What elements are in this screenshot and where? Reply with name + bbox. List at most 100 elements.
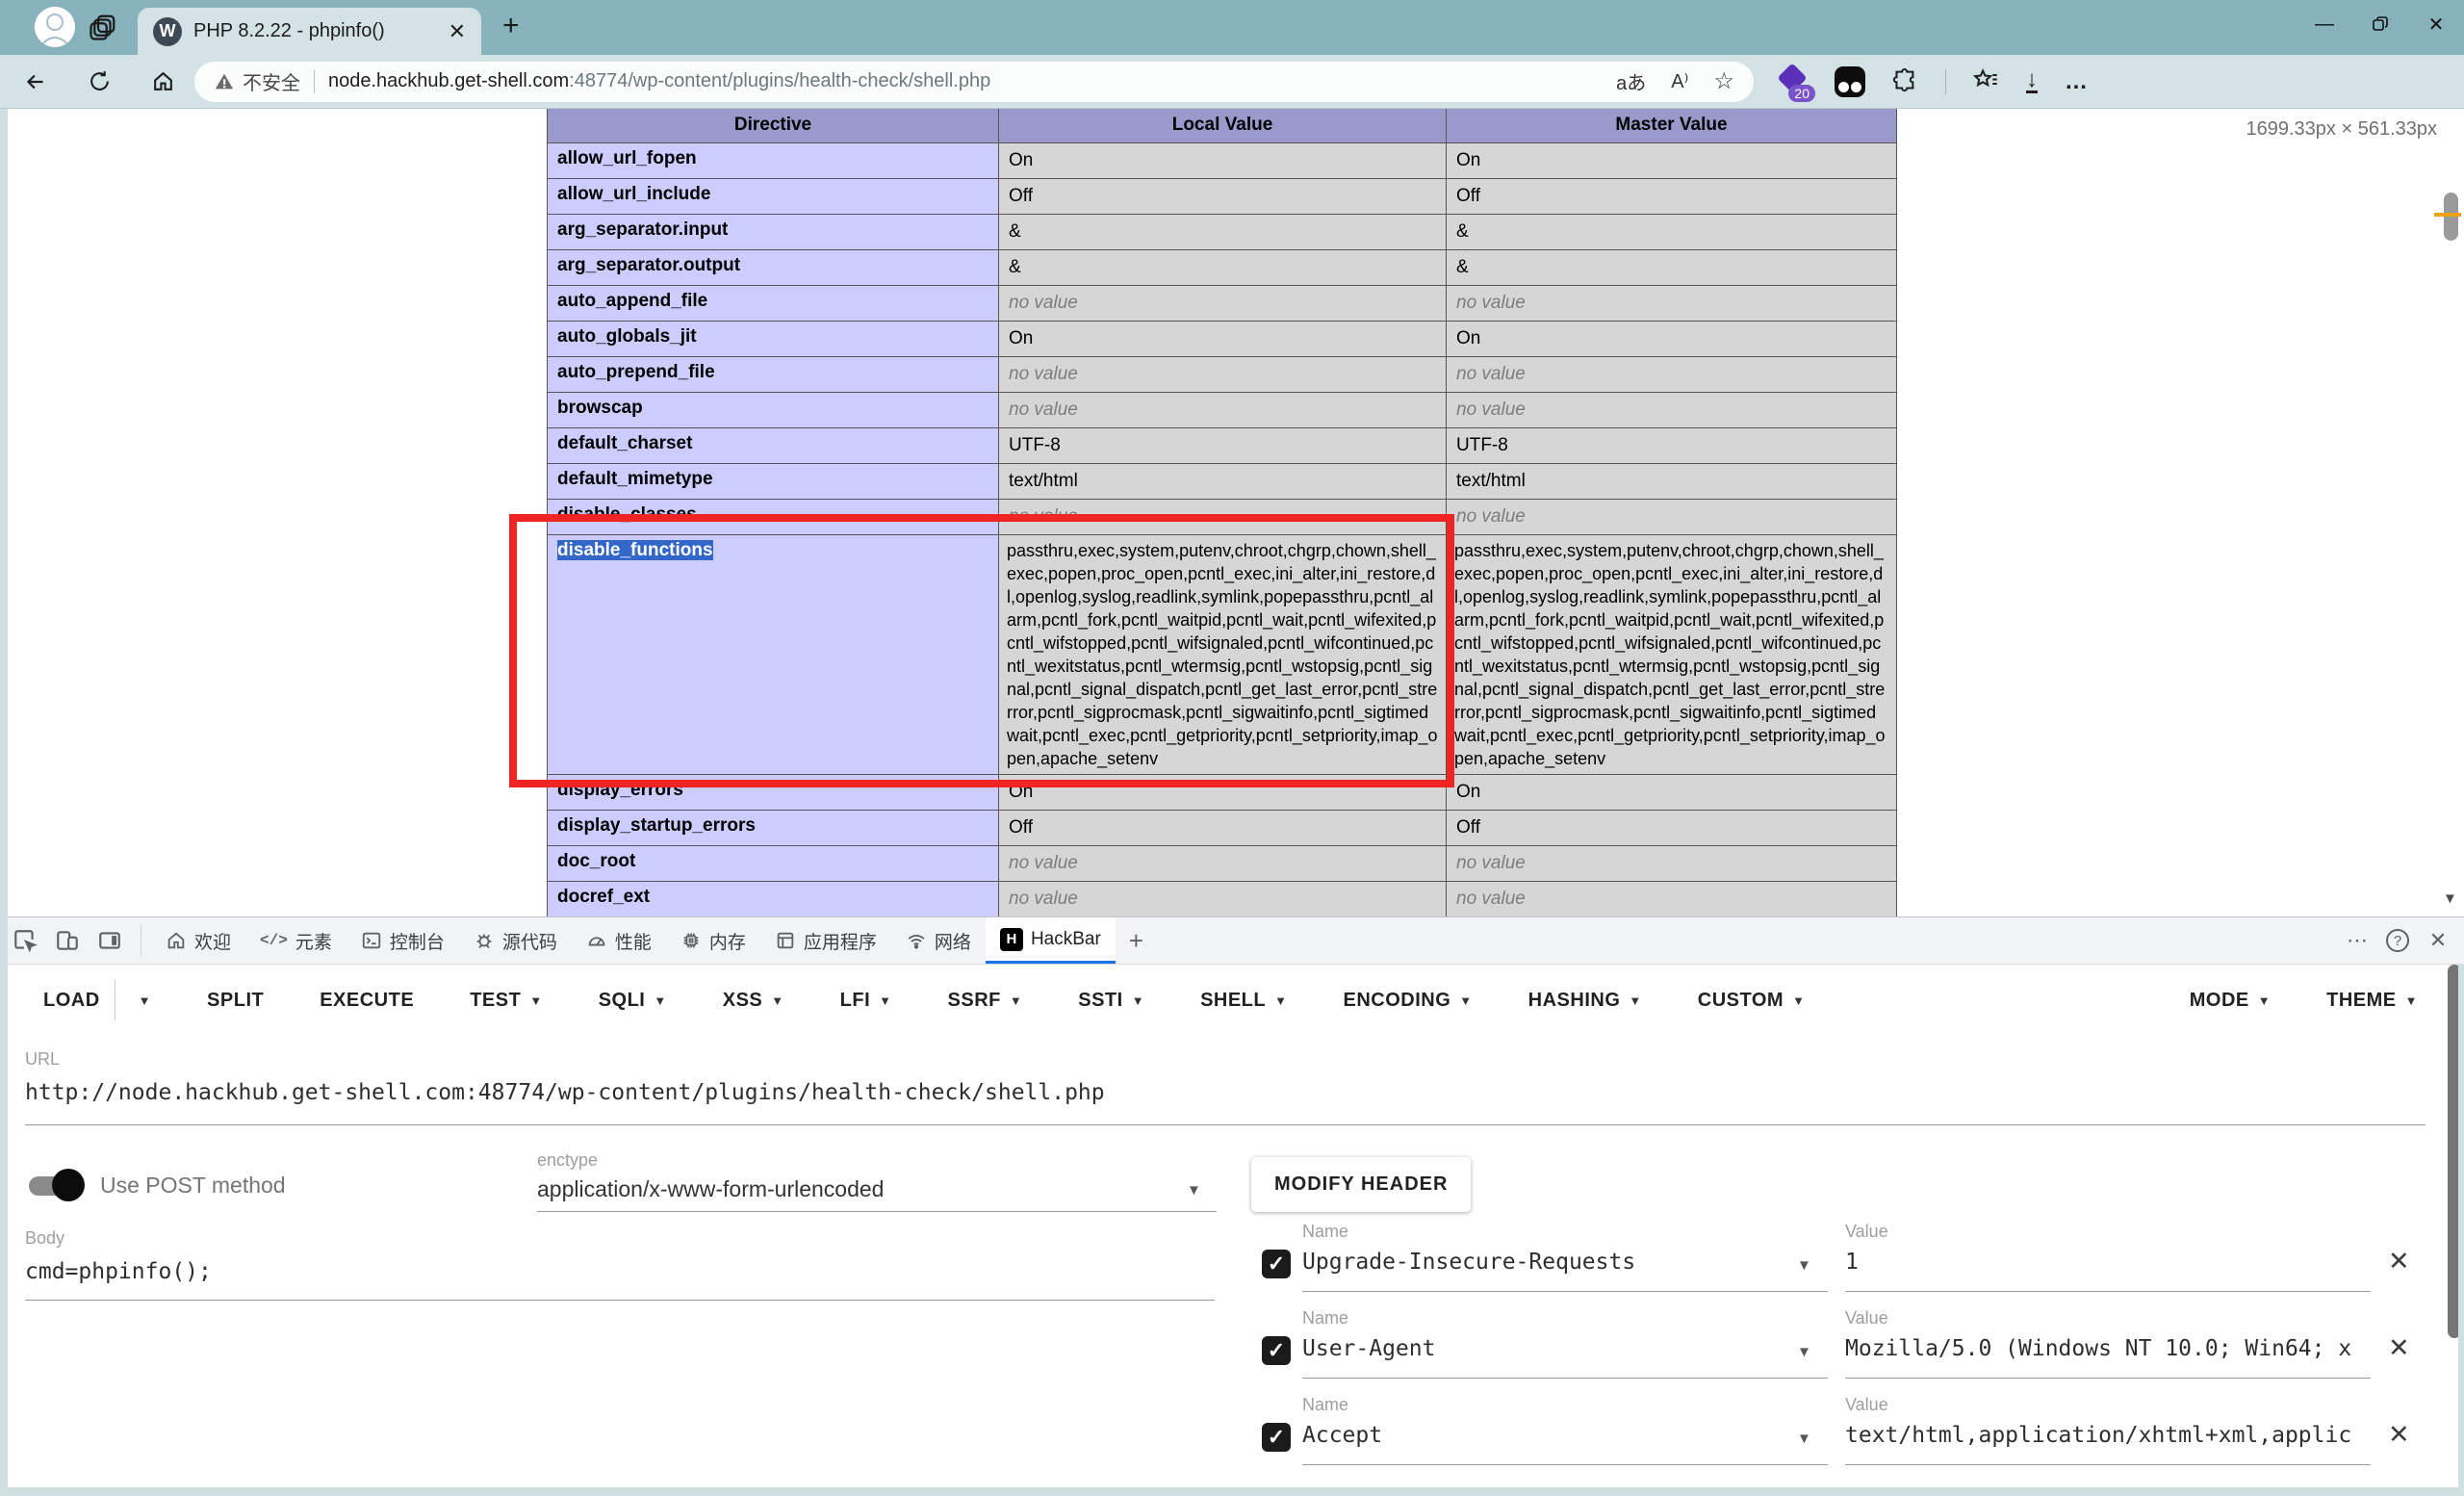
device-toolbar-icon[interactable] [46,917,89,964]
header-remove-icon[interactable]: ✕ [2388,1333,2410,1362]
more-tabs-button[interactable]: + [1128,925,1143,955]
new-tab-button[interactable]: + [502,10,520,41]
hackbar-menu-ssrf[interactable]: SSRF ▼ [948,990,1023,1012]
favorite-star-icon[interactable]: ☆ [1713,68,1734,94]
page-scrollbar-thumb[interactable] [2444,193,2458,241]
hackbar-menu-execute[interactable]: EXECUTE [320,990,414,1012]
window-minimize-button[interactable]: — [2315,13,2334,35]
devtools-tab-label: 控制台 [389,932,445,953]
devtools-tab-memory[interactable]: 内存 [666,917,760,964]
header-enabled-checkbox[interactable]: ✓ [1262,1423,1291,1452]
hackbar-menu-ssti[interactable]: SSTI ▼ [1078,990,1144,1012]
header-name-caret-icon[interactable]: ▼ [1797,1431,1811,1447]
dark-extension-icon[interactable] [1835,65,1865,97]
enctype-select[interactable]: application/x-www-form-urlencoded [537,1176,885,1201]
hackbar-menu-xss[interactable]: XSS ▼ [723,990,784,1012]
header-name-caret-icon[interactable]: ▼ [1797,1257,1811,1274]
hackbar-menu-encoding[interactable]: ENCODING ▼ [1344,990,1473,1012]
devtools-more-options-icon[interactable]: ⋯ [2347,928,2368,952]
window-restore-button[interactable] [2352,0,2408,48]
enctype-dropdown-caret-icon[interactable]: ▼ [1187,1182,1201,1199]
profile-avatar[interactable] [35,7,75,47]
hackbar-menu-split[interactable]: SPLIT [207,990,264,1012]
extensions-puzzle-icon[interactable] [1892,66,1918,97]
read-aloud-icon[interactable]: A⁾ [1671,71,1689,92]
collections-icon[interactable] [1972,66,1999,97]
header-remove-icon[interactable]: ✕ [2388,1247,2410,1276]
workspaces-icon[interactable] [89,13,117,41]
menu-item-label: ENCODING [1343,989,1451,1011]
master-value-cell: UTF-8 [1446,427,1897,464]
devtools-tab-sources[interactable]: 源代码 [459,917,572,964]
master-value-cell: no value [1446,285,1897,322]
back-button[interactable] [13,62,58,102]
tab-close-icon[interactable]: ✕ [448,18,466,43]
directive-cell: default_mimetype [547,463,999,500]
use-post-toggle[interactable] [29,1169,85,1201]
modify-header-button[interactable]: MODIFY HEADER [1251,1157,1472,1212]
devtools-tab-home[interactable]: 欢迎 [151,917,245,964]
extension-badge-icon[interactable]: 20 [1777,62,1815,102]
hackbar-menu-hashing[interactable]: HASHING ▼ [1528,990,1642,1012]
column-header-local-value: Local Value [998,109,1447,143]
devtools-tab-performance[interactable]: 性能 [572,917,666,964]
header-value-input[interactable]: Mozilla/5.0 (Windows NT 10.0; Win64; x [1845,1336,2352,1361]
master-value-cell: text/html [1446,463,1897,500]
directive-cell: allow_url_include [547,178,999,215]
body-field-underline [25,1300,1215,1301]
header-name-select[interactable]: Accept [1302,1423,1383,1448]
chevron-down-icon: ▼ [654,993,667,1008]
window-close-button[interactable]: ✕ [2427,13,2445,36]
devtools-tab-label: 性能 [614,932,652,953]
refresh-button[interactable] [77,62,121,102]
hackbar-menu-mode[interactable]: MODE ▼ [2190,990,2271,1012]
hackbar-menu-shell[interactable]: SHELL ▼ [1200,990,1287,1012]
header-remove-icon[interactable]: ✕ [2388,1420,2410,1449]
devtools-tab-label: 源代码 [501,932,557,953]
sources-icon [474,930,495,951]
local-value-cell: no value [998,499,1447,535]
menu-item-label: XSS [722,989,763,1011]
header-enabled-checkbox[interactable]: ✓ [1262,1250,1291,1278]
hackbar-menu-test[interactable]: TEST ▼ [470,990,543,1012]
header-value-input[interactable]: text/html,application/xhtml+xml,applic [1845,1423,2352,1448]
address-bar[interactable]: 不安全 node.hackhub.get-shell.com :48774/wp… [194,61,1754,102]
hackbar-menu-theme[interactable]: THEME ▼ [2326,990,2418,1012]
phpinfo-row: docref_ext no value no value [547,881,1897,916]
hackbar-menu-sqli[interactable]: SQLI ▼ [599,990,667,1012]
translate-icon[interactable]: aあ [1616,73,1647,94]
browser-tab[interactable]: W PHP 8.2.22 - phpinfo() ✕ [138,8,481,55]
use-post-label: Use POST method [100,1173,286,1198]
hackbar-menu-lfi[interactable]: LFI ▼ [840,990,892,1012]
devtools-scrollbar-thumb[interactable] [2448,965,2461,1338]
devtools-help-icon[interactable]: ? [2377,929,2418,952]
local-value-cell: no value [998,356,1447,393]
dock-side-icon[interactable] [89,917,131,964]
inspect-element-icon[interactable] [4,917,46,964]
downloads-icon[interactable]: ↓ [2026,66,2038,93]
devtools-tab-elements[interactable]: </> 元素 [245,917,346,964]
devtools-tab-application[interactable]: 应用程序 [760,917,891,964]
home-button[interactable] [141,62,185,102]
scrollbar-down-arrow[interactable]: ▼ [2443,890,2457,907]
settings-more-icon[interactable]: … [2065,67,2090,94]
header-enabled-checkbox[interactable]: ✓ [1262,1336,1291,1365]
header-name-caret-icon[interactable]: ▼ [1797,1344,1811,1360]
header-name-select[interactable]: User-Agent [1302,1336,1436,1361]
devtools-tab-hackbar[interactable]: H HackBar [985,917,1116,964]
devtools-close-icon[interactable]: ✕ [2428,928,2448,952]
hackbar-menu-custom[interactable]: CUSTOM ▼ [1698,990,1806,1012]
directive-cell: display_startup_errors [547,810,999,846]
devtools-tab-network[interactable]: 网络 [891,917,986,964]
header-value-input[interactable]: 1 [1845,1250,1859,1275]
header-name-select[interactable]: Upgrade-Insecure-Requests [1302,1250,1636,1275]
chevron-down-icon: ▼ [771,993,784,1008]
local-value-cell: no value [998,392,1447,428]
devtools-tab-console[interactable]: 控制台 [346,917,459,964]
url-field-value[interactable]: http://node.hackhub.get-shell.com:48774/… [25,1080,1105,1105]
hackbar-menu-load[interactable]: LOAD ▼ [43,980,151,1020]
body-field-value[interactable]: cmd=phpinfo(); [25,1259,212,1284]
divider [114,980,116,1020]
header-value-underline [1845,1378,2371,1379]
chevron-down-icon: ▼ [1274,993,1288,1008]
